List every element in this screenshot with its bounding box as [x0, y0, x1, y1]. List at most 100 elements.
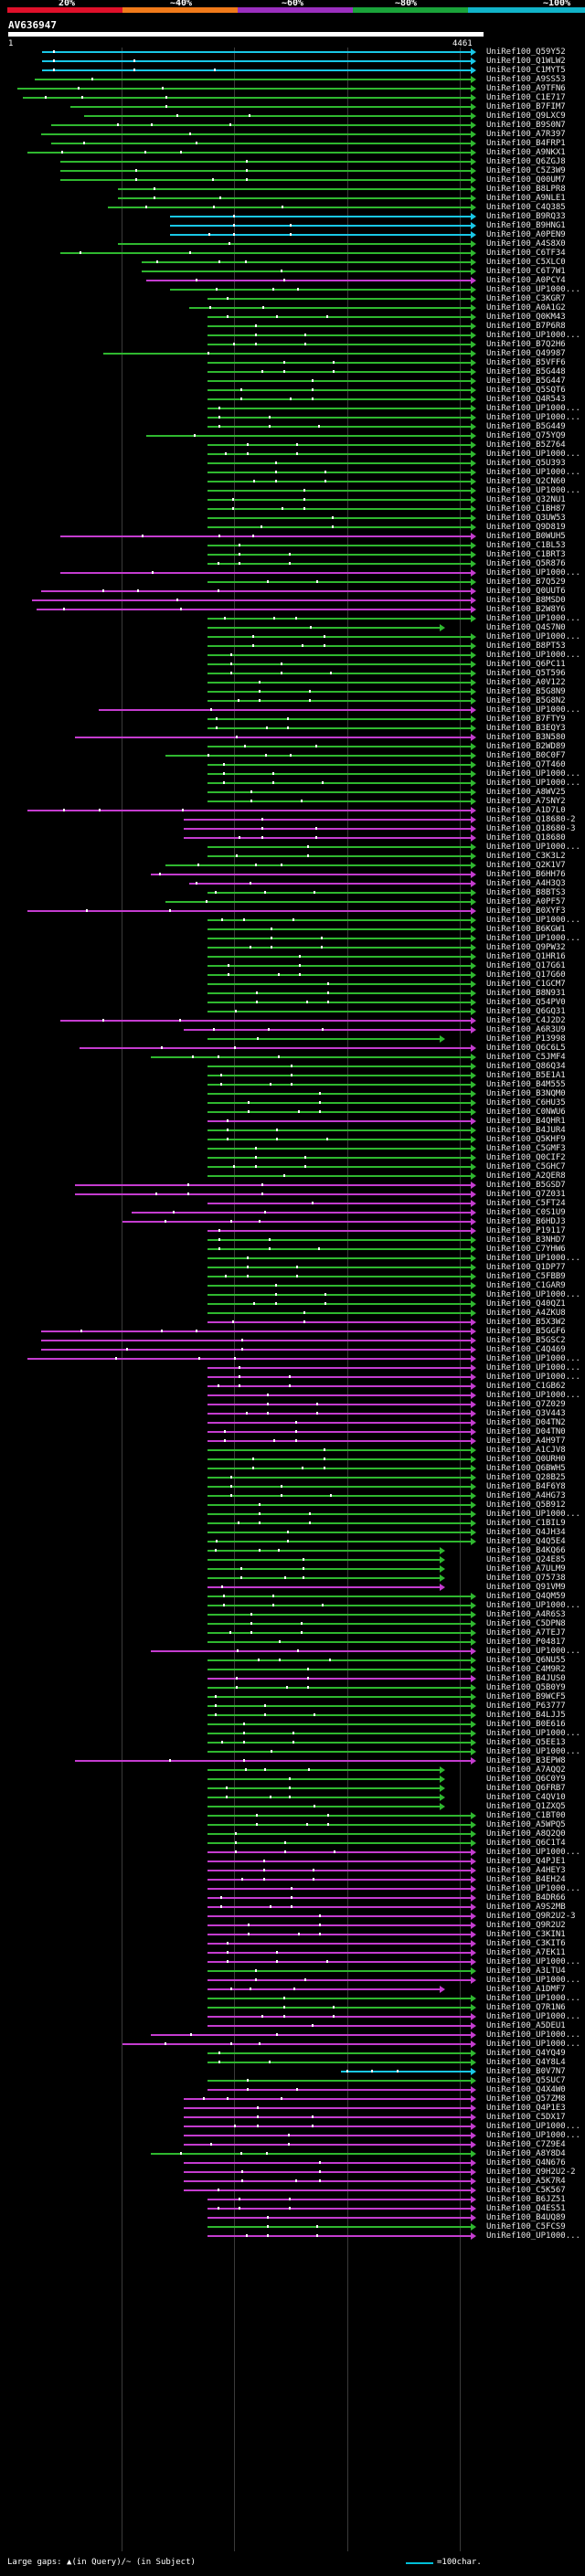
hit-label[interactable]: UniRef100_B3N580	[486, 733, 566, 742]
hit-label[interactable]: UniRef100_Q57ZM8	[486, 2094, 566, 2104]
hit-row[interactable]: UniRef100_A8Y8D4	[0, 2149, 585, 2158]
hit-row[interactable]: UniRef100_C0NWU6	[0, 1108, 585, 1117]
hit-row[interactable]: UniRef100_A0A1G2	[0, 303, 585, 313]
hit-label[interactable]: UniRef100_UP1000...	[486, 568, 580, 578]
hit-row[interactable]: UniRef100_UP1000...	[0, 450, 585, 459]
hit-label[interactable]: UniRef100_Q5KHF9	[486, 1135, 566, 1144]
hit-label[interactable]: UniRef100_Q4X4W0	[486, 2085, 566, 2094]
hit-row[interactable]: UniRef100_Q6PC11	[0, 660, 585, 669]
hit-row[interactable]: UniRef100_C5FBB9	[0, 1272, 585, 1281]
hit-row[interactable]: UniRef100_Q6C6L5	[0, 1044, 585, 1053]
hit-row[interactable]: UniRef100_Q5KHF9	[0, 1135, 585, 1144]
hit-row[interactable]: UniRef100_B0V7N7	[0, 2067, 585, 2076]
hit-row[interactable]: UniRef100_C5Z3W9	[0, 166, 585, 175]
hit-row[interactable]: UniRef100_C3K3L2	[0, 852, 585, 861]
hit-row[interactable]: UniRef100_B3EPW8	[0, 1756, 585, 1765]
hit-label[interactable]: UniRef100_Q4JH34	[486, 1528, 566, 1537]
hit-row[interactable]: UniRef100_B7Q529	[0, 578, 585, 587]
hit-label[interactable]: UniRef100_UP1000...	[486, 486, 580, 495]
hit-label[interactable]: UniRef100_C1GAR9	[486, 1281, 566, 1290]
hit-label[interactable]: UniRef100_B3NHD7	[486, 1235, 566, 1245]
hit-row[interactable]: UniRef100_C0S1U9	[0, 1208, 585, 1217]
hit-row[interactable]: UniRef100_B5G8N2	[0, 696, 585, 705]
hit-row[interactable]: UniRef100_C1BL53	[0, 541, 585, 550]
hit-label[interactable]: UniRef100_UP1000...	[486, 2012, 580, 2021]
hit-label[interactable]: UniRef100_B3EQY3	[486, 724, 566, 733]
hit-label[interactable]: UniRef100_A6R3U9	[486, 1025, 566, 1034]
hit-label[interactable]: UniRef100_C5JMF4	[486, 1053, 566, 1062]
hit-row[interactable]: UniRef100_Q5R876	[0, 559, 585, 568]
hit-label[interactable]: UniRef100_B7FTY9	[486, 715, 566, 724]
hit-row[interactable]: UniRef100_B5G447	[0, 376, 585, 386]
hit-label[interactable]: UniRef100_Q2K1V7	[486, 861, 566, 870]
hit-label[interactable]: UniRef100_B5G449	[486, 422, 566, 431]
hit-label[interactable]: UniRef100_B9HNG1	[486, 221, 566, 230]
hit-label[interactable]: UniRef100_Q6FRB7	[486, 1784, 566, 1793]
hit-row[interactable]: UniRef100_B4DR66	[0, 1893, 585, 1903]
hit-row[interactable]: UniRef100_A4HEY3	[0, 1866, 585, 1875]
hit-label[interactable]: UniRef100_Q4ES51	[486, 2204, 566, 2213]
hit-row[interactable]: UniRef100_B3N580	[0, 733, 585, 742]
hit-label[interactable]: UniRef100_B7Q529	[486, 578, 566, 587]
hit-row[interactable]: UniRef100_B4LJJ5	[0, 1711, 585, 1720]
hit-label[interactable]: UniRef100_C5XLC0	[486, 258, 566, 267]
hit-row[interactable]: UniRef100_Q1ZXQ5	[0, 1802, 585, 1811]
hit-row[interactable]: UniRef100_A7ULM9	[0, 1564, 585, 1574]
hit-label[interactable]: UniRef100_C1BL53	[486, 541, 566, 550]
hit-label[interactable]: UniRef100_P04817	[486, 1638, 566, 1647]
hit-row[interactable]: UniRef100_Q3UW53	[0, 514, 585, 523]
hit-row[interactable]: UniRef100_Q5SUC7	[0, 2076, 585, 2085]
hit-row[interactable]: UniRef100_Q40QZ1	[0, 1299, 585, 1309]
hit-label[interactable]: UniRef100_C1E717	[486, 93, 566, 102]
hit-row[interactable]: UniRef100_A4S8X0	[0, 239, 585, 249]
hit-label[interactable]: UniRef100_Q5SUC7	[486, 2076, 566, 2085]
hit-row[interactable]: UniRef100_UP1000...	[0, 2040, 585, 2049]
hit-row[interactable]: UniRef100_A2QER8	[0, 1171, 585, 1181]
hit-row[interactable]: UniRef100_B8MSD0	[0, 596, 585, 605]
hit-row[interactable]: UniRef100_C1BH87	[0, 504, 585, 514]
hit-row[interactable]: UniRef100_UP1000...	[0, 2231, 585, 2241]
hit-row[interactable]: UniRef100_C3KIN1	[0, 1930, 585, 1939]
hit-row[interactable]: UniRef100_Q18680	[0, 833, 585, 843]
hit-row[interactable]: UniRef100_B5GSC2	[0, 1336, 585, 1345]
hit-row[interactable]: UniRef100_P04817	[0, 1638, 585, 1647]
hit-label[interactable]: UniRef100_UP1000...	[486, 2131, 580, 2140]
hit-label[interactable]: UniRef100_Q18680-2	[486, 815, 576, 824]
hit-label[interactable]: UniRef100_B4QHR1	[486, 1117, 566, 1126]
hit-row[interactable]: UniRef100_UP1000...	[0, 1884, 585, 1893]
hit-row[interactable]: UniRef100_Q17G61	[0, 961, 585, 970]
hit-label[interactable]: UniRef100_C1GB62	[486, 1382, 566, 1391]
hit-row[interactable]: UniRef100_Q1DP77	[0, 1263, 585, 1272]
hit-row[interactable]: UniRef100_Q32NU1	[0, 495, 585, 504]
hit-row[interactable]: UniRef100_B3NHD7	[0, 1235, 585, 1245]
hit-label[interactable]: UniRef100_C3KIT6	[486, 1939, 566, 1948]
hit-row[interactable]: UniRef100_B5E1A1	[0, 1071, 585, 1080]
hit-label[interactable]: UniRef100_Q4S7N0	[486, 623, 566, 632]
hit-label[interactable]: UniRef100_Q5B0Y9	[486, 1683, 566, 1692]
hit-row[interactable]: UniRef100_B5X3W2	[0, 1318, 585, 1327]
hit-row[interactable]: UniRef100_UP1000...	[0, 632, 585, 641]
hit-row[interactable]: UniRef100_C5GMF3	[0, 1144, 585, 1153]
hit-row[interactable]: UniRef100_UP1000...	[0, 1363, 585, 1373]
hit-row[interactable]: UniRef100_B9WCF5	[0, 1692, 585, 1701]
hit-row[interactable]: UniRef100_B5G449	[0, 422, 585, 431]
hit-row[interactable]: UniRef100_B7FTY9	[0, 715, 585, 724]
hit-label[interactable]: UniRef100_B7Q2H6	[486, 340, 566, 349]
hit-label[interactable]: UniRef100_UP1000...	[486, 1391, 580, 1400]
hit-row[interactable]: UniRef100_Q4JH34	[0, 1528, 585, 1537]
hit-label[interactable]: UniRef100_UP1000...	[486, 450, 580, 459]
hit-row[interactable]: UniRef100_UP1000...	[0, 1647, 585, 1656]
hit-label[interactable]: UniRef100_A4ZKU8	[486, 1309, 566, 1318]
hit-row[interactable]: UniRef100_Q2K1V7	[0, 861, 585, 870]
hit-row[interactable]: UniRef100_UP1000...	[0, 1391, 585, 1400]
hit-label[interactable]: UniRef100_A2QER8	[486, 1171, 566, 1181]
hit-label[interactable]: UniRef100_Q7R1N6	[486, 2003, 566, 2012]
hit-label[interactable]: UniRef100_B6JZ51	[486, 2195, 566, 2204]
hit-row[interactable]: UniRef100_C5FT24	[0, 1199, 585, 1208]
hit-label[interactable]: UniRef100_P13998	[486, 1034, 566, 1044]
hit-label[interactable]: UniRef100_Q6ZGJ8	[486, 157, 566, 166]
hit-label[interactable]: UniRef100_B3NQM0	[486, 1089, 566, 1098]
hit-row[interactable]: UniRef100_A5DEU1	[0, 2021, 585, 2030]
hit-label[interactable]: UniRef100_A9TFN6	[486, 84, 566, 93]
hit-row[interactable]: UniRef100_C3KIT6	[0, 1939, 585, 1948]
